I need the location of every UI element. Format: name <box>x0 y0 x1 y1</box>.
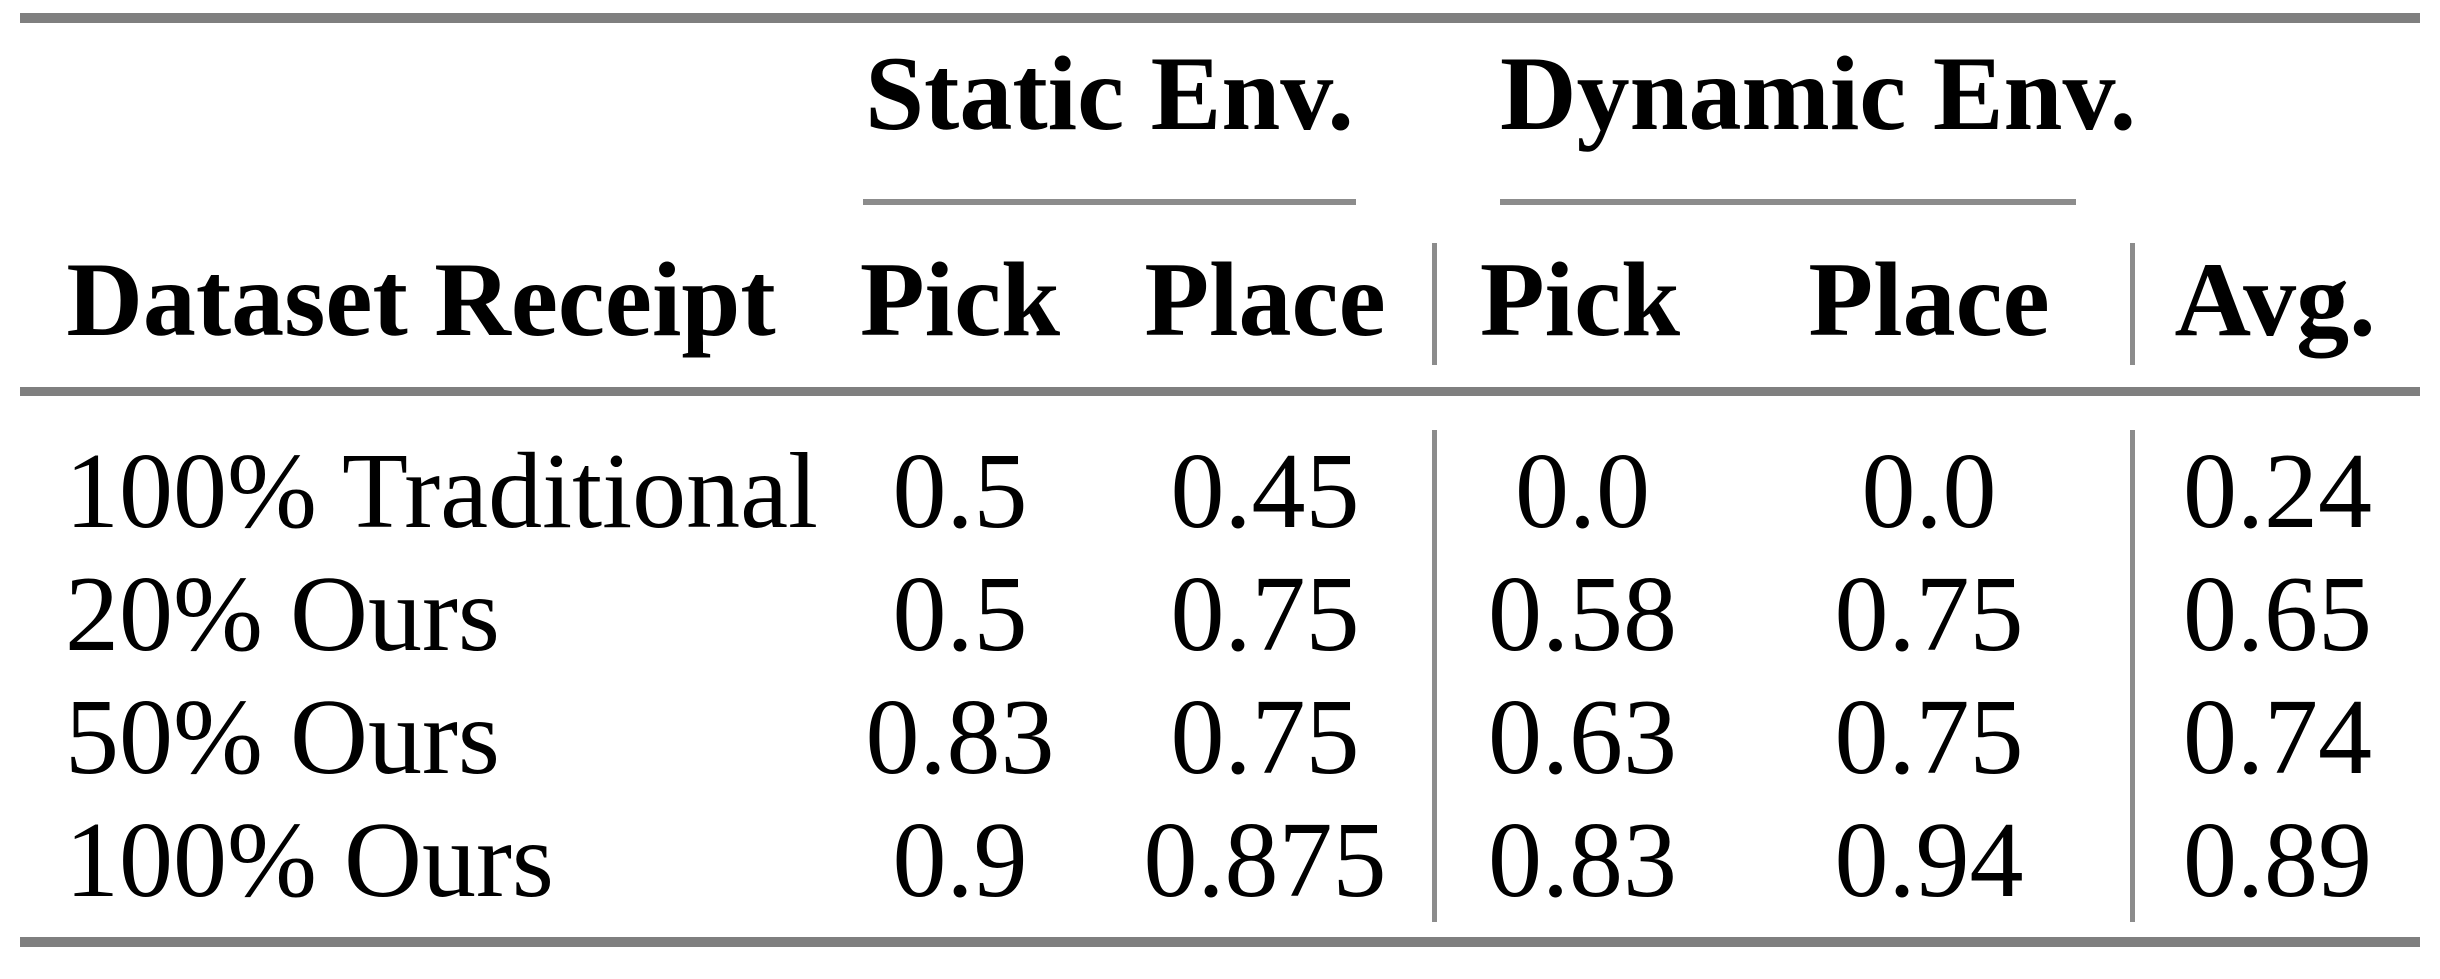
row-label: 50% Ours <box>65 678 500 797</box>
row-label: 100% Ours <box>65 801 554 920</box>
cell-static-place: 0.45 <box>1170 432 1360 551</box>
table-row: 100% Traditional 0.5 0.45 0.0 0.0 0.24 <box>20 430 2420 553</box>
cell-static-pick: 0.9 <box>892 801 1028 920</box>
bottom-spacer-row <box>20 922 2420 937</box>
group-header-dynamic: Dynamic Env. <box>1432 23 2136 205</box>
cell-static-pick: 0.83 <box>865 678 1055 797</box>
cell-static-pick: 0.5 <box>892 555 1028 674</box>
column-header-row: Dataset Receipt Pick Place Pick Place Av… <box>20 205 2421 365</box>
cell-static-place: 0.75 <box>1170 678 1360 797</box>
cell-dynamic-place: 0.75 <box>1834 555 2024 674</box>
cell-static-pick: 0.5 <box>892 432 1028 551</box>
cell-dynamic-pick: 0.0 <box>1432 430 1728 553</box>
avg-empty-cell <box>2130 23 2420 205</box>
corner-empty-cell <box>20 23 822 205</box>
column-header-dynamic-place: Place <box>1808 241 2050 358</box>
group-label-dynamic: Dynamic Env. <box>1500 36 2136 205</box>
cell-dynamic-pick: 0.63 <box>1432 676 1728 799</box>
cell-dynamic-pick: 0.58 <box>1432 553 1728 676</box>
cell-static-place: 0.875 <box>1143 801 1387 920</box>
column-header-dataset-receipt: Dataset Receipt <box>66 241 776 358</box>
table-row: 100% Ours 0.9 0.875 0.83 0.94 0.89 <box>20 799 2420 922</box>
cell-dynamic-pick: 0.83 <box>1432 799 1728 922</box>
group-header-static: Static Env. <box>822 23 1432 205</box>
group-label-static: Static Env. <box>863 36 1357 205</box>
row-label: 20% Ours <box>65 555 500 674</box>
bottom-spacer-cell <box>20 922 2420 937</box>
cell-dynamic-place: 0.75 <box>1834 678 2024 797</box>
paper-table-figure: Static Env. Dynamic Env. Dataset Receipt… <box>0 13 2440 979</box>
cell-avg: 0.24 <box>2130 430 2420 553</box>
column-header-static-pick: Pick <box>859 241 1061 358</box>
group-header-row: Static Env. Dynamic Env. <box>20 23 2420 205</box>
mid-rule <box>20 387 2421 396</box>
column-header-static-place: Place <box>1144 241 1386 358</box>
table-row: 50% Ours 0.83 0.75 0.63 0.75 0.74 <box>20 676 2420 799</box>
column-header-avg: Avg. <box>2130 205 2421 365</box>
cell-dynamic-place: 0.0 <box>1861 432 1997 551</box>
cell-avg: 0.65 <box>2130 553 2420 676</box>
mid-rule-cell <box>20 365 2421 430</box>
cell-avg: 0.74 <box>2130 676 2420 799</box>
cell-static-place: 0.75 <box>1170 555 1360 674</box>
mid-rule-row <box>20 365 2421 430</box>
table-row: 20% Ours 0.5 0.75 0.58 0.75 0.65 <box>20 553 2420 676</box>
row-label: 100% Traditional <box>65 432 819 551</box>
column-header-dynamic-pick: Pick <box>1432 205 1729 365</box>
cell-avg: 0.89 <box>2130 799 2420 922</box>
results-table: Static Env. Dynamic Env. Dataset Receipt… <box>20 13 2421 947</box>
cell-dynamic-place: 0.94 <box>1834 801 2024 920</box>
